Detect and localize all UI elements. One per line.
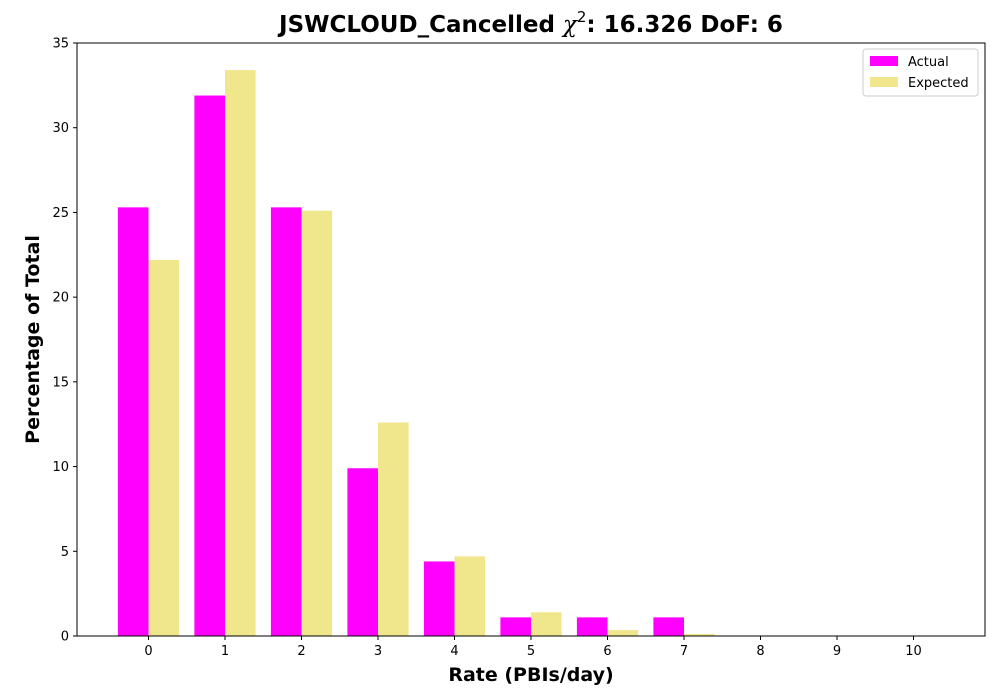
chart-title-prefix: JSWCLOUD_Cancelled xyxy=(277,12,563,38)
chart-title-suffix: : 16.326 DoF: 6 xyxy=(586,12,783,38)
chart-title-chi: χ xyxy=(561,12,579,38)
bar-expected-3 xyxy=(378,422,409,636)
y-tick-label-35: 35 xyxy=(52,37,69,52)
chart-title-superscript: 2 xyxy=(577,8,587,26)
y-axis-label: Percentage of Total xyxy=(22,235,44,444)
y-tick-label-15: 15 xyxy=(52,375,69,390)
bar-actual-7 xyxy=(653,617,684,636)
x-tick-label-9: 9 xyxy=(833,644,841,659)
bar-actual-4 xyxy=(423,561,455,636)
y-tick-label-20: 20 xyxy=(52,291,69,306)
x-tick-label-7: 7 xyxy=(680,644,688,659)
bar-expected-1 xyxy=(225,70,256,636)
bars-group xyxy=(117,70,945,637)
y-tick-label-5: 5 xyxy=(61,545,69,560)
bar-expected-0 xyxy=(148,259,180,636)
x-ticks-group: 0 1 2 3 4 5 6 7 8 9 10 xyxy=(144,636,922,659)
x-tick-label-1: 1 xyxy=(221,644,229,659)
bar-expected-2 xyxy=(301,210,333,636)
bar-actual-6 xyxy=(576,617,608,636)
x-tick-label-2: 2 xyxy=(297,644,305,659)
x-tick-label-3: 3 xyxy=(374,644,382,659)
y-tick-label-0: 0 xyxy=(61,630,69,645)
legend-label-expected: Expected xyxy=(908,76,969,91)
y-ticks-group: 0 5 10 15 20 25 30 35 xyxy=(52,37,77,645)
x-axis-label: Rate (PBIs/day) xyxy=(448,664,613,686)
bar-actual-3 xyxy=(347,468,378,636)
bar-expected-4 xyxy=(454,556,486,636)
plot-frame xyxy=(76,42,986,637)
y-tick-label-25: 25 xyxy=(52,206,69,221)
bar-actual-2 xyxy=(270,207,302,637)
legend-swatch-expected xyxy=(870,77,898,87)
legend: Actual Expected xyxy=(862,48,979,97)
x-tick-label-4: 4 xyxy=(450,644,458,659)
bar-actual-0 xyxy=(117,207,149,637)
legend-label-actual: Actual xyxy=(908,55,949,70)
x-tick-label-8: 8 xyxy=(756,644,764,659)
chart-title: JSWCLOUD_Cancelled χ2: 16.326 DoF: 6 xyxy=(277,8,783,38)
x-tick-label-0: 0 xyxy=(144,644,152,659)
bar-actual-1 xyxy=(194,95,225,637)
x-tick-label-6: 6 xyxy=(603,644,611,659)
bar-actual-5 xyxy=(500,617,531,636)
x-tick-label-5: 5 xyxy=(527,644,535,659)
legend-swatch-actual xyxy=(870,56,898,66)
bar-expected-6 xyxy=(607,630,639,636)
bar-expected-7 xyxy=(684,633,715,636)
y-tick-label-30: 30 xyxy=(52,121,69,136)
x-tick-label-10: 10 xyxy=(905,644,922,659)
y-tick-label-10: 10 xyxy=(52,460,69,475)
bar-expected-5 xyxy=(531,612,562,636)
